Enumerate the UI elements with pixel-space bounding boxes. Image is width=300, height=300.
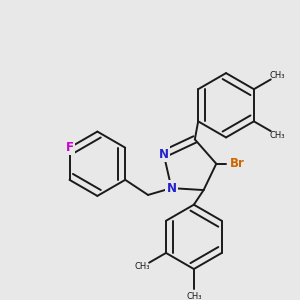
Text: CH₃: CH₃ — [270, 71, 285, 80]
Text: CH₃: CH₃ — [135, 262, 150, 271]
Text: F: F — [65, 141, 74, 154]
Text: N: N — [167, 182, 176, 195]
Text: CH₃: CH₃ — [186, 292, 202, 300]
Text: N: N — [159, 148, 169, 160]
Text: CH₃: CH₃ — [270, 130, 285, 140]
Text: Br: Br — [230, 157, 245, 170]
